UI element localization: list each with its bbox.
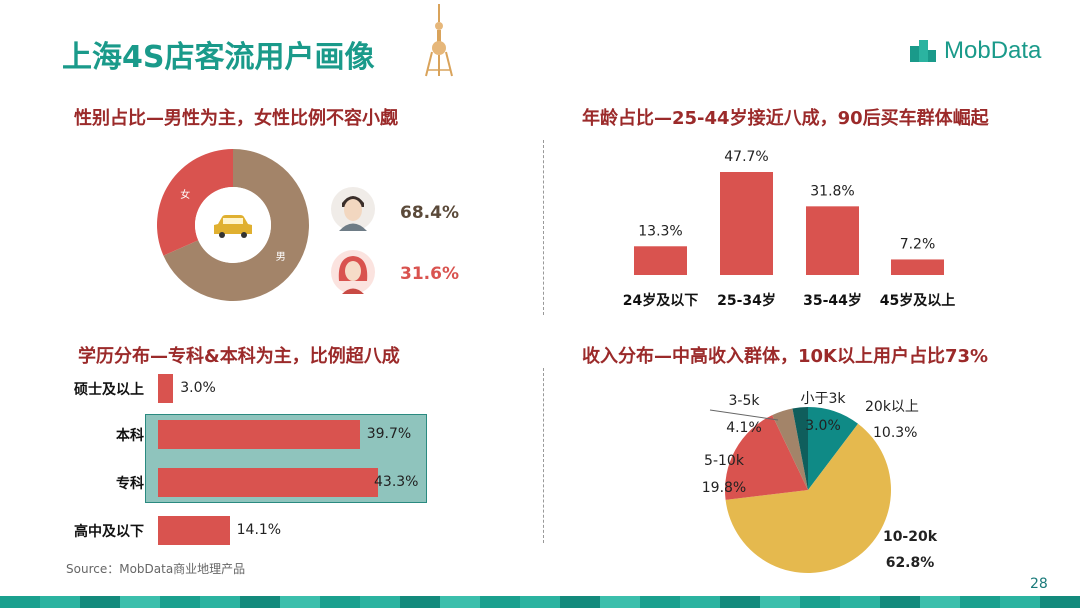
gender-slice-label-female: 女 <box>180 188 190 201</box>
education-bar <box>158 516 230 545</box>
age-bar <box>891 259 944 275</box>
gender-slice-label-male: 男 <box>276 251 286 263</box>
divider-top <box>543 140 544 315</box>
education-bar <box>158 374 174 403</box>
income-value-label: 10.3% <box>873 425 917 441</box>
education-bar-value-label: 43.3% <box>374 474 419 490</box>
age-bar <box>720 172 773 275</box>
divider-bottom <box>543 368 544 543</box>
income-leader-line <box>709 409 779 421</box>
car-icon <box>214 215 252 238</box>
education-category-label: 高中及以下 <box>74 524 144 540</box>
brand-logo: MobData <box>908 34 1041 68</box>
page-number: 28 <box>1030 576 1048 592</box>
income-value-label: 3.0% <box>805 418 841 434</box>
education-section-title: 学历分布—专科&本科为主，比例超八成 <box>78 346 400 367</box>
footer-band <box>0 596 1080 608</box>
income-slice <box>808 407 859 490</box>
age-category-label: 45岁及以上 <box>880 292 955 309</box>
age-bar-chart: 13.3% 24岁及以下 47.7% 25-34岁 31.8% 35-44岁 7.2% 45岁… <box>623 149 955 309</box>
income-category-label: 10-20k <box>883 529 938 545</box>
education-bar-value-label: 14.1% <box>236 522 282 538</box>
education-category-label: 本科 <box>116 428 144 444</box>
female-percent: 31.6% <box>400 264 459 284</box>
income-slice <box>772 408 808 490</box>
gender-donut-chart: 女 男 <box>156 149 309 301</box>
education-bar-chart: 硕士及以上 3.0% 本科 39.7% 专科 43.3% 高中及以下 14.1% <box>0 0 540 560</box>
gender-section-title: 性别占比—男性为主，女性比例不容小觑 <box>74 108 398 129</box>
income-pie-chart: 20k以上 10.3% 10-20k 62.8% 5-10k 19.8% 3-5k 4.1% 小… <box>702 391 938 573</box>
age-bar-value-label: 7.2% <box>900 236 936 252</box>
income-value-label: 4.1% <box>726 420 762 436</box>
gender-slice-female <box>156 149 233 256</box>
education-bar <box>158 468 378 497</box>
male-percent: 68.4% <box>400 203 459 223</box>
age-category-label: 24岁及以下 <box>623 292 698 309</box>
age-bar-value-label: 31.8% <box>810 183 854 199</box>
income-category-label: 20k以上 <box>865 399 919 415</box>
oriental-pearl-tower-icon <box>425 4 453 77</box>
age-section-title: 年龄占比—25-44岁接近八成，90后买车群体崛起 <box>582 108 989 129</box>
male-avatar-icon <box>331 187 375 231</box>
education-bar <box>158 420 360 449</box>
female-avatar-icon <box>331 250 375 294</box>
income-value-label: 62.8% <box>886 555 935 571</box>
income-category-label: 小于3k <box>800 391 846 407</box>
gender-slice-male <box>163 149 309 301</box>
income-section-title: 收入分布—中高收入群体，10K以上用户占比73% <box>582 346 989 367</box>
income-slice <box>725 415 808 500</box>
education-bar-value-label: 3.0% <box>180 380 216 396</box>
age-category-label: 25-34岁 <box>717 292 776 309</box>
income-category-label: 5-10k <box>704 453 745 469</box>
brand-name: MobData <box>944 37 1042 64</box>
age-bar-value-label: 13.3% <box>638 223 682 239</box>
age-category-label: 35-44岁 <box>803 292 862 309</box>
source-note: Source：MobData商业地理产品 <box>66 562 246 576</box>
education-category-label: 硕士及以上 <box>74 382 144 398</box>
income-value-label: 19.8% <box>702 480 746 496</box>
income-slice <box>792 407 808 490</box>
income-category-label: 3-5k <box>729 393 761 409</box>
age-bar <box>634 246 687 275</box>
mobdata-logo-icon <box>910 40 936 62</box>
age-bar-value-label: 47.7% <box>724 149 768 165</box>
education-category-label: 专科 <box>116 476 144 492</box>
age-bar <box>806 206 859 275</box>
page-title: 上海4S店客流用户画像 <box>62 40 375 75</box>
income-slice <box>725 423 891 573</box>
education-bar-value-label: 39.7% <box>366 426 412 442</box>
